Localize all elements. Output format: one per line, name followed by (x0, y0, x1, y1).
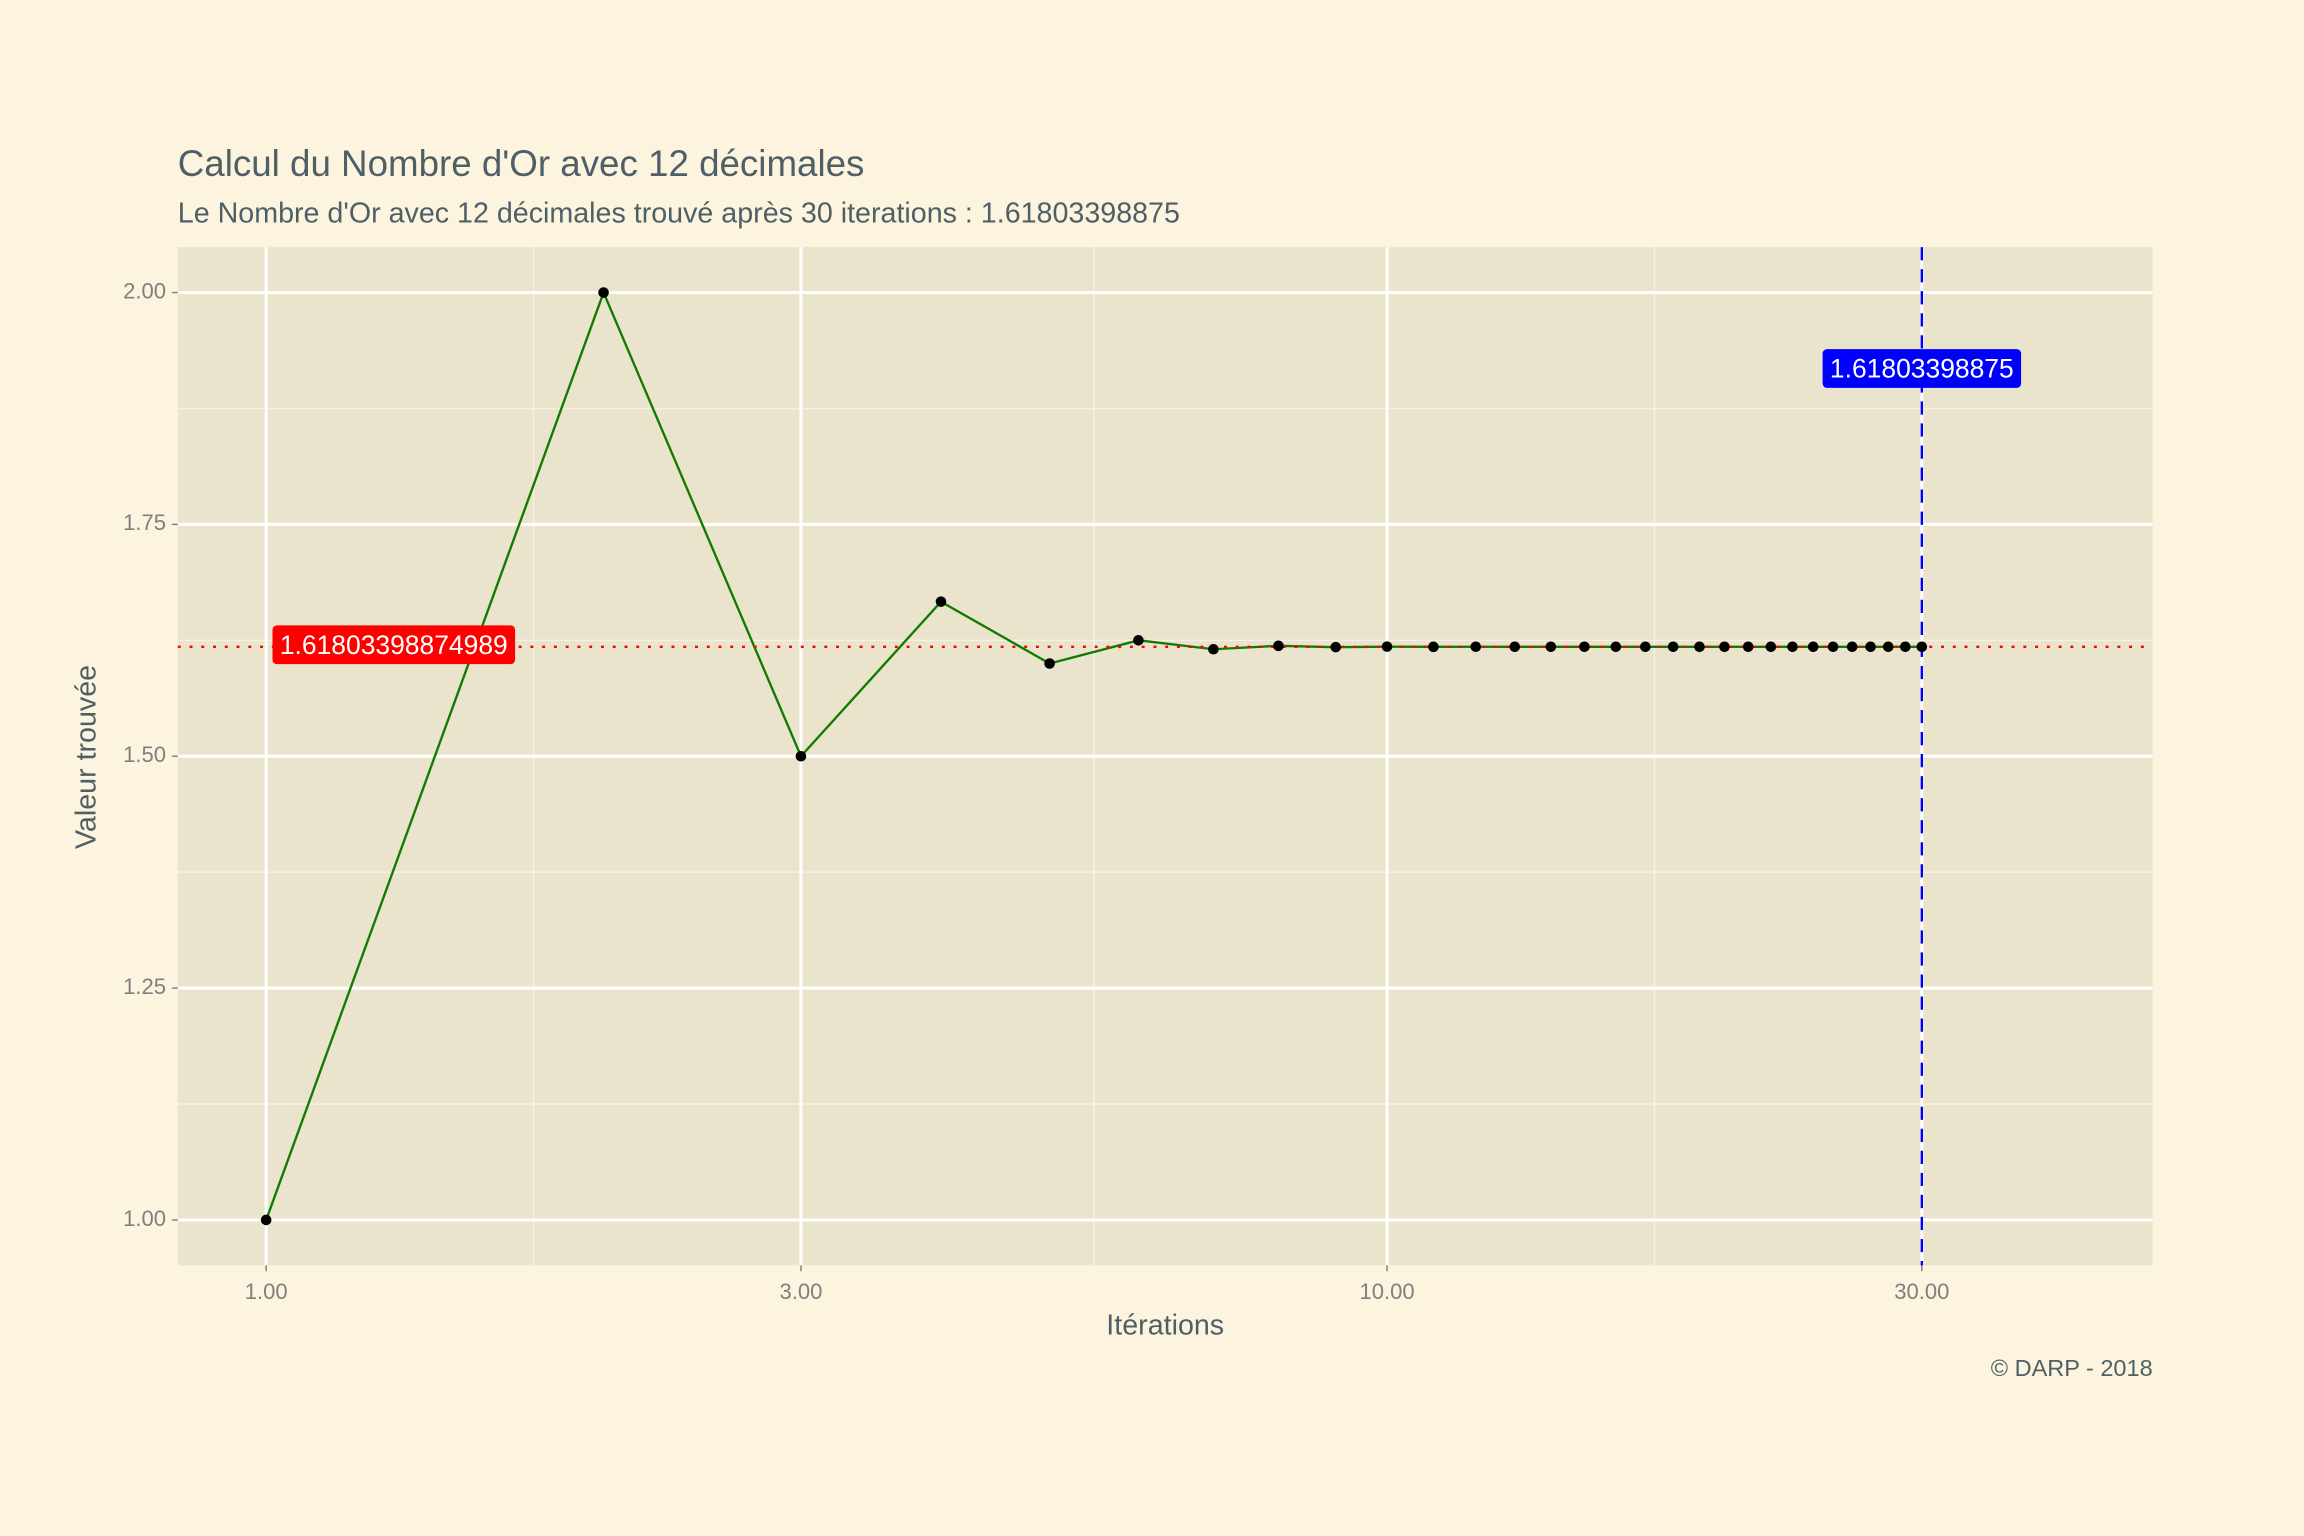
data-point (260, 1214, 272, 1226)
data-point (598, 287, 609, 298)
x-tick-label: 30.00 (1894, 1279, 1949, 1304)
data-point (1694, 641, 1705, 653)
data-point (1428, 641, 1439, 653)
data-point (1208, 643, 1219, 655)
data-point (1640, 641, 1651, 653)
annotation-label: 1.61803398875 (1830, 354, 2014, 384)
data-point (1827, 641, 1839, 653)
data-point (1381, 641, 1393, 652)
data-point (1273, 640, 1284, 652)
y-tick-label: 2.00 (123, 278, 166, 303)
data-point (1765, 641, 1777, 653)
data-point (1865, 641, 1876, 653)
data-point (1579, 641, 1590, 653)
y-tick-label: 1.75 (123, 510, 166, 535)
data-point (1545, 641, 1557, 653)
chart-title: Calcul du Nombre d'Or avec 12 décimales (178, 143, 865, 184)
data-point (1882, 641, 1894, 653)
data-point (1846, 641, 1858, 653)
data-point (1330, 641, 1342, 653)
annotation-label-box (1822, 349, 2022, 388)
y-axis-title: Valeur trouvée (71, 665, 103, 849)
chart-subtitle: Le Nombre d'Or avec 12 décimales trouvé … (178, 197, 1180, 229)
annotation-label: 1.61803398874989 (280, 630, 508, 660)
data-point (1807, 641, 1819, 653)
data-point (1916, 641, 1928, 653)
data-point (1787, 641, 1798, 653)
x-tick-label: 3.00 (780, 1279, 823, 1304)
x-tick-label: 10.00 (1359, 1279, 1414, 1304)
annotation-label-box (272, 625, 516, 665)
y-tick-label: 1.00 (123, 1206, 166, 1231)
data-point (1900, 641, 1911, 653)
data-point (1742, 641, 1754, 653)
x-axis-title: Itérations (1106, 1310, 1224, 1342)
data-point (935, 596, 947, 607)
data-point (1509, 641, 1521, 653)
data-point (1044, 658, 1055, 669)
data-point (1610, 641, 1622, 653)
data-point (1470, 641, 1482, 653)
data-point (795, 750, 807, 762)
y-tick-label: 1.25 (123, 974, 166, 999)
y-tick-label: 1.50 (123, 742, 166, 767)
data-point (1667, 641, 1679, 653)
x-tick-label: 1.00 (245, 1279, 288, 1304)
data-point (1133, 635, 1144, 646)
caption: © DARP - 2018 (1991, 1355, 2153, 1381)
data-point (1719, 641, 1730, 653)
